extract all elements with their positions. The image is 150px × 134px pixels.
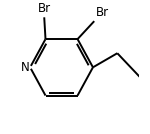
Text: Br: Br bbox=[96, 6, 109, 19]
Text: N: N bbox=[21, 61, 30, 74]
Text: Br: Br bbox=[38, 2, 51, 15]
